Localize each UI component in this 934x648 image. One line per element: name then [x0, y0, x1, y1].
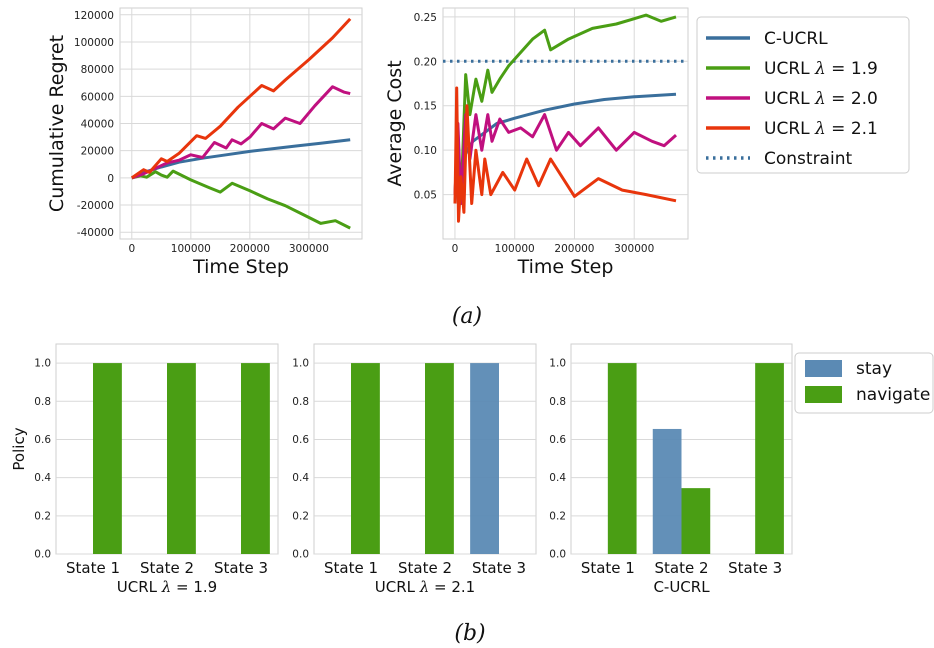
bar-navigate-state-3 — [241, 363, 270, 554]
average-cost-chart: 0 100000 200000 300000 0.05 0.10 0.15 0.20 0.25 T… — [384, 7, 689, 278]
bar-navigate-state-2 — [425, 363, 454, 554]
bar-navigate-state-3 — [755, 363, 784, 554]
y-tick-label: 0.4 — [34, 472, 51, 484]
x-tick-label: State 1 — [66, 559, 120, 577]
x-tick-label: State 3 — [214, 559, 268, 577]
legend-label: UCRL λ = 2.1 — [764, 119, 878, 139]
y-tick-label: -40000 — [77, 227, 114, 239]
y-tick-label: 0.4 — [549, 472, 566, 484]
legend-label: Constraint — [764, 149, 852, 169]
policy-chart-ucrl-2-1: 0.0 0.2 0.4 0.6 0.8 1.0 State 1 State 2 State 3U… — [292, 343, 537, 596]
series-line-ucrl-1-9 — [453, 13, 677, 205]
x-tick-label: 300000 — [614, 243, 654, 255]
y-tick-label: 0.10 — [414, 145, 437, 157]
caption-b: (b) — [454, 621, 485, 646]
policy-chart-c-ucrl: 0.0 0.2 0.4 0.6 0.8 1.0 State 1 State 2 State 3 C… — [549, 343, 793, 596]
chart-subtitle: C-UCRL — [653, 578, 710, 596]
legend-bar-charts: stay navigate — [794, 352, 934, 414]
x-tick-label: State 3 — [472, 559, 526, 577]
y-tick-label: 60000 — [81, 91, 114, 103]
y-tick-label: 0.6 — [292, 434, 309, 446]
x-tick-label: State 1 — [581, 559, 635, 577]
y-tick-label: 0.2 — [34, 510, 51, 522]
legend-label: UCRL λ = 2.0 — [764, 89, 878, 109]
bar-navigate-state-1 — [351, 363, 380, 554]
bar-navigate-state-2 — [681, 488, 711, 554]
y-tick-label: 0 — [107, 173, 114, 185]
x-tick-label: 200000 — [554, 243, 594, 255]
y-tick-label: 0.15 — [414, 101, 437, 113]
caption-a: (a) — [452, 304, 482, 329]
x-tick-label: State 1 — [324, 559, 378, 577]
x-tick-label: 0 — [128, 243, 135, 255]
y-tick-label: 0.0 — [549, 549, 566, 561]
chart-subtitle: UCRL λ = 1.9 — [117, 578, 217, 596]
y-tick-label: 0.0 — [292, 549, 309, 561]
bar-navigate-state-1 — [607, 363, 637, 554]
bar-stay-state-2 — [652, 428, 682, 554]
y-tick-label: 0.2 — [292, 510, 309, 522]
x-axis-label: Time Step — [192, 256, 289, 278]
legend-frame — [696, 16, 910, 174]
y-axis-label: Cumulative Regret — [46, 35, 68, 212]
y-tick-label: 100000 — [74, 37, 114, 49]
x-axis-label: Time Step — [517, 256, 614, 278]
y-tick-label: 0.25 — [414, 12, 437, 24]
legend-swatch-stay — [805, 360, 842, 377]
x-tick-label: State 2 — [654, 559, 708, 577]
series-line-ucrl-1-9 — [131, 169, 351, 230]
y-tick-label: -20000 — [77, 200, 114, 212]
legend-label: UCRL λ = 1.9 — [764, 59, 878, 79]
bar-stay-state-3 — [470, 363, 499, 554]
y-tick-label: 120000 — [74, 10, 114, 22]
legend-label: stay — [856, 359, 892, 379]
policy-chart-ucrl-1-9: 0.0 0.2 0.4 0.6 0.8 1.0 State 1 State 2 State 3U… — [10, 343, 279, 596]
legend-line-charts: C-UCRL UCRL λ = 1.9 UCRL λ = 2.0 UCRL λ = 2… — [696, 16, 910, 174]
y-tick-label: 1.0 — [292, 358, 309, 370]
legend-label: C-UCRL — [764, 29, 828, 49]
y-tick-label: 0.6 — [549, 434, 566, 446]
y-tick-label: 0.20 — [414, 56, 437, 68]
x-tick-label: State 3 — [728, 559, 782, 577]
x-tick-label: 200000 — [230, 243, 270, 255]
series-line-ucrl-2-0 — [131, 85, 351, 180]
series-line-ucrl-2-1 — [130, 17, 352, 180]
y-axis-label: Policy — [10, 427, 28, 470]
legend-swatch-navigate — [805, 386, 842, 403]
chart-subtitle: UCRL λ = 2.1 — [375, 578, 475, 596]
x-tick-label: 100000 — [495, 243, 535, 255]
y-tick-label: 0.8 — [292, 396, 309, 408]
y-tick-label: 0.0 — [34, 549, 51, 561]
legend-label: navigate — [856, 385, 930, 405]
y-tick-label: 0.2 — [549, 510, 566, 522]
y-axis-label: Average Cost — [384, 60, 406, 186]
x-tick-label: 300000 — [289, 243, 329, 255]
y-tick-label: 20000 — [81, 146, 114, 158]
y-tick-label: 40000 — [81, 119, 114, 131]
x-tick-label: State 2 — [398, 559, 452, 577]
y-tick-label: 0.8 — [34, 396, 51, 408]
x-tick-label: State 2 — [140, 559, 194, 577]
y-tick-label: 0.05 — [414, 190, 437, 202]
bar-navigate-state-1 — [93, 363, 122, 554]
y-tick-label: 1.0 — [34, 358, 51, 370]
y-tick-label: 0.6 — [34, 434, 51, 446]
series-line-ucrl-2-1 — [453, 86, 677, 223]
y-tick-label: 1.0 — [549, 358, 566, 370]
x-tick-label: 0 — [452, 243, 459, 255]
x-tick-label: 100000 — [171, 243, 211, 255]
plot-area — [442, 7, 689, 240]
y-tick-label: 0.8 — [549, 396, 566, 408]
regret-chart: 0 100000 200000 300000 -40000 -20000 0 20000 400… — [46, 7, 363, 278]
y-tick-label: 0.4 — [292, 472, 309, 484]
bar-navigate-state-2 — [167, 363, 196, 554]
y-tick-label: 80000 — [81, 64, 114, 76]
